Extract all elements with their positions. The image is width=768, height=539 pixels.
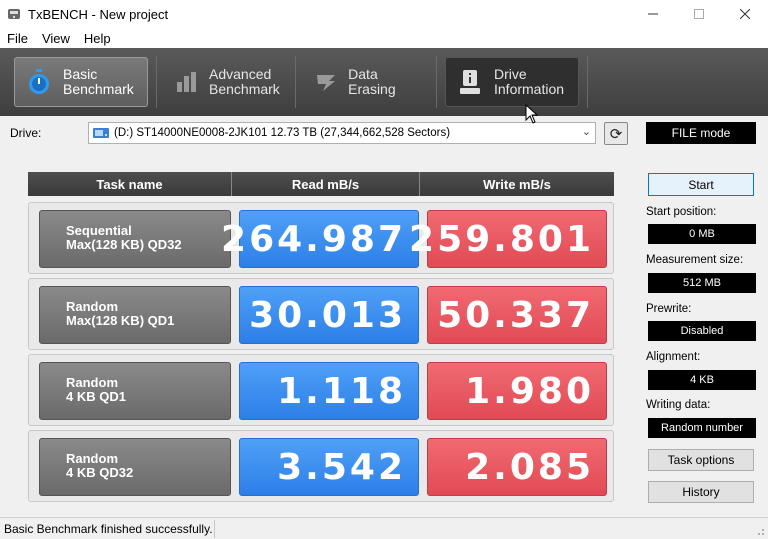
erase-icon [314, 68, 338, 96]
toolbar-separator [156, 56, 157, 108]
task-line2: Max(128 KB) QD32 [66, 237, 182, 252]
toolbar-separator [587, 56, 588, 108]
task-line1: Random [66, 299, 118, 314]
writing-data-value[interactable]: Random number [648, 418, 756, 438]
toolbar-separator [436, 56, 437, 108]
task-line2: Max(128 KB) QD1 [66, 313, 175, 328]
window-controls [630, 0, 768, 28]
menu-view[interactable]: View [41, 30, 70, 46]
read-value: 3.542 [239, 438, 419, 496]
header-task-name: Task name [28, 172, 232, 196]
write-value: 50.337 [427, 286, 607, 344]
start-button[interactable]: Start [648, 173, 754, 196]
tab-drive-information[interactable]: Drive Information [445, 57, 579, 107]
minimize-button[interactable] [630, 0, 676, 28]
refresh-button[interactable]: ⟳ [604, 122, 628, 145]
start-position-value[interactable]: 0 MB [648, 224, 756, 244]
tab-drive-line1: Drive [494, 66, 527, 82]
alignment-label: Alignment: [646, 351, 701, 363]
tab-advanced-line1: Advanced [209, 66, 272, 82]
task-button-rnd-4k-q32[interactable]: Random 4 KB QD32 [39, 438, 231, 496]
task-line2: 4 KB QD32 [66, 465, 134, 480]
measurement-size-value[interactable]: 512 MB [648, 273, 756, 293]
header-read: Read mB/s [232, 172, 420, 196]
start-position-label: Start position: [646, 206, 717, 218]
status-divider [214, 520, 215, 538]
minimize-icon [648, 13, 658, 15]
result-row-rnd-q1: Random Max(128 KB) QD1 30.013 50.337 [28, 278, 614, 350]
header-write: Write mB/s [483, 176, 551, 192]
bar-chart-icon [175, 68, 199, 96]
task-line1: Random [66, 375, 118, 390]
task-line1: Random [66, 451, 118, 466]
mode-indicator: FILE mode [646, 122, 756, 144]
main-toolbar: Basic Benchmark Advanced Benchmark [0, 48, 768, 116]
drive-info-icon [456, 68, 484, 96]
status-bar: Basic Benchmark finished successfully. [0, 517, 768, 539]
menu-help[interactable]: Help [83, 30, 111, 46]
menu-file[interactable]: File [7, 30, 28, 46]
window-title: TxBENCH - New project [28, 6, 169, 22]
measurement-size-label: Measurement size: [646, 254, 744, 266]
results-panel: Task name Read mB/s Write mB/s Sequentia… [28, 172, 614, 508]
chevron-down-icon: ⌄ [581, 126, 591, 138]
close-icon [740, 9, 750, 19]
mouse-cursor-icon [525, 104, 539, 124]
task-button-rnd-4k-q1[interactable]: Random 4 KB QD1 [39, 362, 231, 420]
result-row-seq-q32: Sequential Max(128 KB) QD32 264.987 259.… [28, 202, 614, 274]
read-value: 1.118 [239, 362, 419, 420]
task-options-button[interactable]: Task options [648, 449, 754, 471]
write-value: 2.085 [427, 438, 607, 496]
tab-advanced-benchmark[interactable]: Advanced Benchmark [165, 57, 287, 107]
writing-data-label: Writing data: [646, 399, 711, 411]
read-value: 30.013 [239, 286, 419, 344]
result-row-rnd-4k-q32: Random 4 KB QD32 3.542 2.085 [28, 430, 614, 502]
drive-label: Drive: [10, 126, 42, 140]
tab-basic-line2: Benchmark [63, 81, 134, 97]
drive-icon [93, 128, 109, 138]
task-line2: 4 KB QD1 [66, 389, 126, 404]
results-header: Task name Read mB/s Write mB/s [28, 172, 614, 196]
tab-basic-benchmark[interactable]: Basic Benchmark [14, 57, 148, 107]
tab-erasing-line1: Data Erasing [348, 66, 396, 97]
txbench-icon [8, 9, 20, 19]
read-value: 264.987 [221, 210, 419, 268]
write-value: 259.801 [409, 210, 607, 268]
task-line1: Sequential [66, 223, 132, 238]
tab-advanced-line2: Benchmark [209, 81, 280, 97]
tab-basic-line1: Basic [63, 66, 98, 82]
result-row-rnd-4k-q1: Random 4 KB QD1 1.118 1.980 [28, 354, 614, 426]
status-message: Basic Benchmark finished successfully. [4, 521, 213, 536]
history-button[interactable]: History [648, 481, 754, 503]
maximize-button[interactable] [676, 0, 722, 28]
write-value: 1.980 [427, 362, 607, 420]
task-button-seq-q32[interactable]: Sequential Max(128 KB) QD32 [39, 210, 231, 268]
drive-select[interactable]: (D:) ST14000NE0008-2JK101 12.73 TB (27,3… [88, 122, 596, 144]
title-bar: TxBENCH - New project [0, 0, 768, 28]
tab-drive-line2: Information [494, 81, 565, 97]
stopwatch-icon [25, 68, 53, 96]
drive-selected-value: (D:) ST14000NE0008-2JK101 12.73 TB (27,3… [114, 127, 451, 139]
resize-grip-icon[interactable] [755, 526, 765, 536]
maximize-icon [694, 9, 704, 19]
menu-bar: File View Help [0, 28, 768, 48]
tab-data-erasing[interactable]: Data Erasing [304, 57, 428, 107]
close-button[interactable] [722, 0, 768, 28]
alignment-value[interactable]: 4 KB [648, 370, 756, 390]
prewrite-value[interactable]: Disabled [648, 321, 756, 341]
toolbar-separator [295, 56, 296, 108]
refresh-icon: ⟳ [609, 125, 623, 143]
prewrite-label: Prewrite: [646, 303, 692, 315]
task-button-rnd-q1[interactable]: Random Max(128 KB) QD1 [39, 286, 231, 344]
